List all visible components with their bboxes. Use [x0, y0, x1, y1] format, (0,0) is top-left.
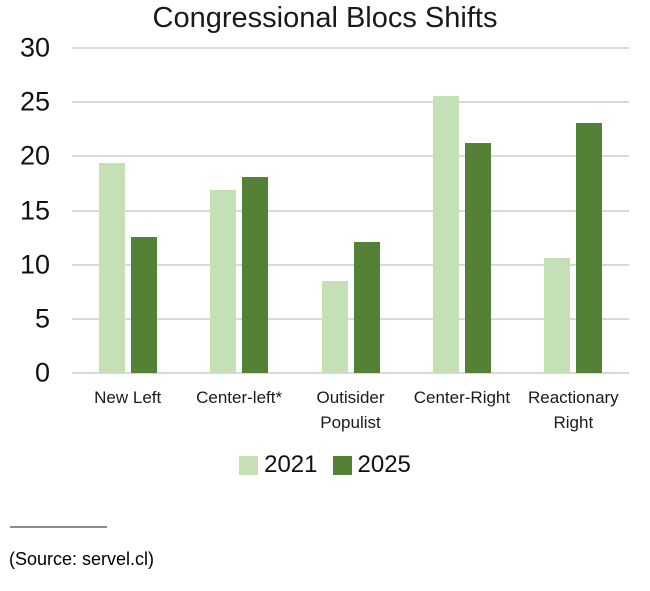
bar-2025	[576, 122, 603, 373]
chart-title: Congressional Blocs Shifts	[152, 2, 498, 34]
gridline	[72, 101, 629, 104]
bar-2025	[130, 236, 157, 373]
y-axis-tick-label: 30	[19, 32, 50, 63]
legend-label: 2021	[264, 451, 318, 478]
bar-2021	[321, 280, 348, 373]
gridline	[72, 372, 629, 374]
bar-series	[72, 48, 629, 373]
y-axis-tick-label: 15	[19, 195, 50, 225]
bar-2021	[98, 162, 125, 373]
bar-2025	[353, 241, 380, 373]
bar-group	[518, 48, 629, 373]
bar-2021	[544, 258, 571, 373]
x-axis-category-label: Center-left*	[196, 388, 283, 407]
gridline	[72, 47, 629, 49]
y-axis-tick-label: 25	[19, 86, 50, 117]
bar-group	[72, 48, 183, 373]
bar-2021	[210, 189, 237, 373]
bar-2021	[432, 95, 459, 373]
legend: 2021 2025	[0, 451, 650, 479]
x-axis-category-label: New Left	[94, 388, 162, 407]
bar-chart: Congressional Blocs Shifts 0 5 10 15 20 25 30 …	[0, 2, 650, 479]
x-axis-category-label: Center-Right	[413, 388, 511, 407]
legend-item: 2025	[332, 451, 411, 479]
legend-label: 2025	[357, 451, 411, 478]
bar-2025	[242, 176, 269, 373]
x-axis: New Left Center-left* Outisider Populist Ce…	[72, 386, 629, 435]
y-axis-tick-label: 10	[19, 249, 50, 280]
bar-group	[295, 48, 406, 373]
source-text: (Source: servel.cl)	[9, 549, 155, 569]
gridline	[72, 155, 629, 158]
y-axis-tick-label: 20	[19, 140, 50, 171]
y-axis-tick-label: 0	[34, 357, 50, 388]
divider-line	[10, 526, 107, 528]
plot-area: 0 5 10 15 20 25 30 New Left Center-left* Outisid…	[20, 34, 629, 432]
gridline	[72, 209, 629, 212]
legend-swatch-2025	[332, 455, 352, 475]
gridline	[72, 317, 629, 320]
x-axis-category-label: Reactionary Right	[527, 388, 619, 432]
legend-swatch-2021	[239, 455, 259, 475]
gridlines	[72, 47, 629, 374]
bar-2025	[464, 143, 491, 373]
bar-group	[183, 48, 294, 373]
x-axis-category-label: Outisider Populist	[316, 388, 385, 432]
gridline	[72, 263, 629, 266]
legend-item: 2021	[239, 451, 318, 479]
y-axis-tick-label: 5	[34, 303, 50, 334]
bar-group	[406, 48, 517, 373]
